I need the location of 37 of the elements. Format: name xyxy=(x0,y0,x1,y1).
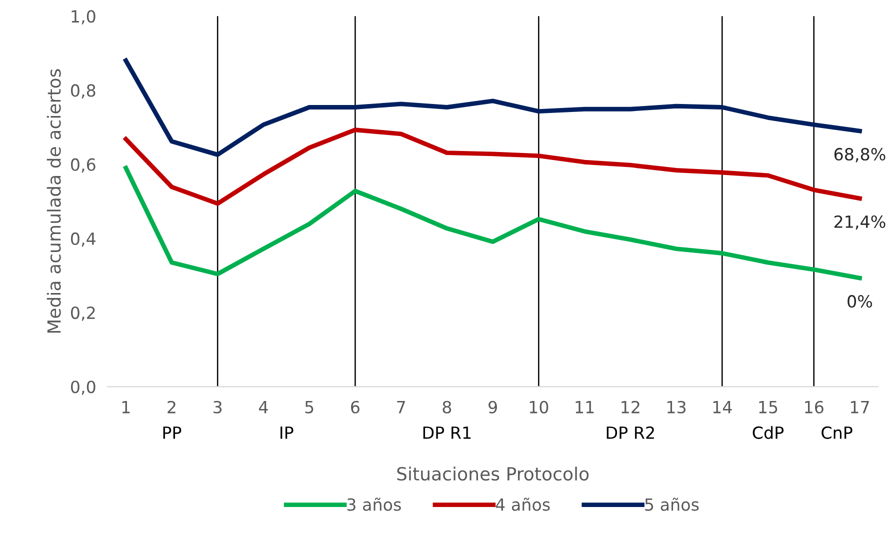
x-tick-label: 12 xyxy=(622,400,640,414)
x-tick-label: 4 xyxy=(258,401,268,414)
text: PP xyxy=(163,426,182,439)
x-tick-label: 17 xyxy=(850,401,869,414)
legend-label: 3 años xyxy=(347,498,401,511)
x-tick-label: 16 xyxy=(805,400,824,414)
x-tick-label: 9 xyxy=(488,400,497,414)
text: DP R2 xyxy=(606,426,654,439)
x-tick-label: 6 xyxy=(351,400,360,414)
x-tick-label: 5 xyxy=(305,401,314,414)
x-tick-label: 14 xyxy=(713,401,732,414)
annotation: 68,8% xyxy=(834,148,886,162)
x-tick-label: 8 xyxy=(442,400,452,414)
x-tick-label: 3 xyxy=(214,400,222,414)
legend-label: 5 años xyxy=(645,498,699,511)
y-axis-title: Media acumulada de aciertos xyxy=(46,69,61,333)
y-tick-label: 0,8 xyxy=(71,84,96,98)
y-tick-label: 0,0 xyxy=(71,380,96,395)
x-tick-label: 10 xyxy=(530,400,548,414)
y-tick-label: 0,2 xyxy=(71,306,95,321)
y-tick-label: 1,0 xyxy=(72,10,96,24)
annotation: 21,4% xyxy=(834,215,886,230)
text: IP xyxy=(280,426,294,439)
x-tick-label: 11 xyxy=(576,401,594,414)
text: DP R1 xyxy=(423,426,471,439)
legend-label: 4 años xyxy=(496,498,550,511)
x-tick-label: 15 xyxy=(759,401,778,414)
text: CnP xyxy=(822,426,852,439)
y-tick-label: 0,6 xyxy=(71,158,96,173)
annotation: 0% xyxy=(848,295,872,308)
x-tick-label: 13 xyxy=(667,400,686,414)
y-tick-label: 0,4 xyxy=(71,232,96,247)
x-tick-label: 7 xyxy=(397,401,405,414)
x-tick-label: 1 xyxy=(122,401,130,414)
x-tick-label: 2 xyxy=(168,400,176,414)
x-axis-title: Situaciones Protocolo xyxy=(397,466,589,481)
text: CdP xyxy=(752,426,784,439)
